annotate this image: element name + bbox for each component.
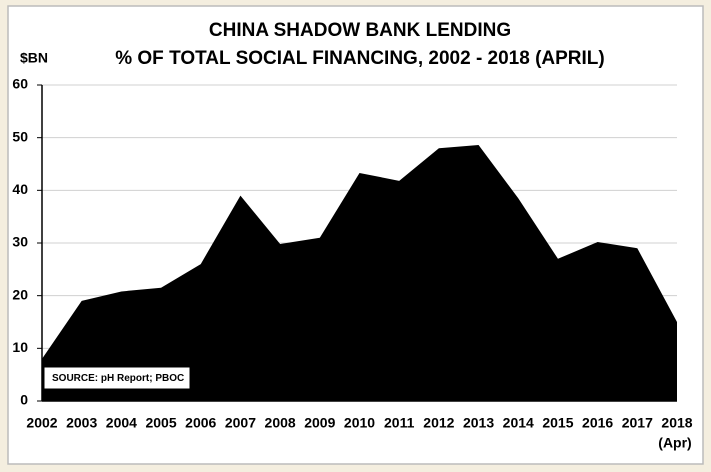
y-tick-label: 10 [12,339,28,355]
chart-title: CHINA SHADOW BANK LENDING [209,20,511,41]
x-tick-label: 2009 [304,415,335,431]
x-tick-label: 2008 [265,415,296,431]
area [42,145,677,401]
x-tick-label: 2002 [26,415,57,431]
x-tick-label: 2011 [384,415,415,431]
x-tick-label: 2007 [225,415,256,431]
x-tick-label: 2014 [503,415,534,431]
y-tick-label: 40 [12,181,28,197]
y-tick-label: 0 [20,392,28,408]
x-tick-label: 2013 [463,415,494,431]
x-tick-label: 2005 [145,415,176,431]
x-tick-label: 2015 [542,415,573,431]
x-tick-label: 2012 [423,415,454,431]
annotation-box [43,366,191,390]
x-tick-label: 2018 [661,415,692,431]
y-axis-label: $BN [20,50,48,66]
y-tick-label: 30 [12,234,28,250]
y-tick-label: 20 [12,286,28,302]
x-note: (Apr) [658,435,691,451]
x-tick-label: 2004 [106,415,137,431]
x-tick-label: 2016 [582,415,613,431]
x-tick-label: 2017 [622,415,653,431]
y-tick-label: 50 [12,128,28,144]
x-tick-label: 2006 [185,415,216,431]
x-tick-label: 2003 [66,415,97,431]
chart-subtitle: % OF TOTAL SOCIAL FINANCING, 2002 - 2018… [115,48,605,69]
x-tick-label: 2010 [344,415,375,431]
y-tick-label: 60 [12,76,28,92]
annotation: SOURCE: pH Report; PBOC [52,373,184,384]
